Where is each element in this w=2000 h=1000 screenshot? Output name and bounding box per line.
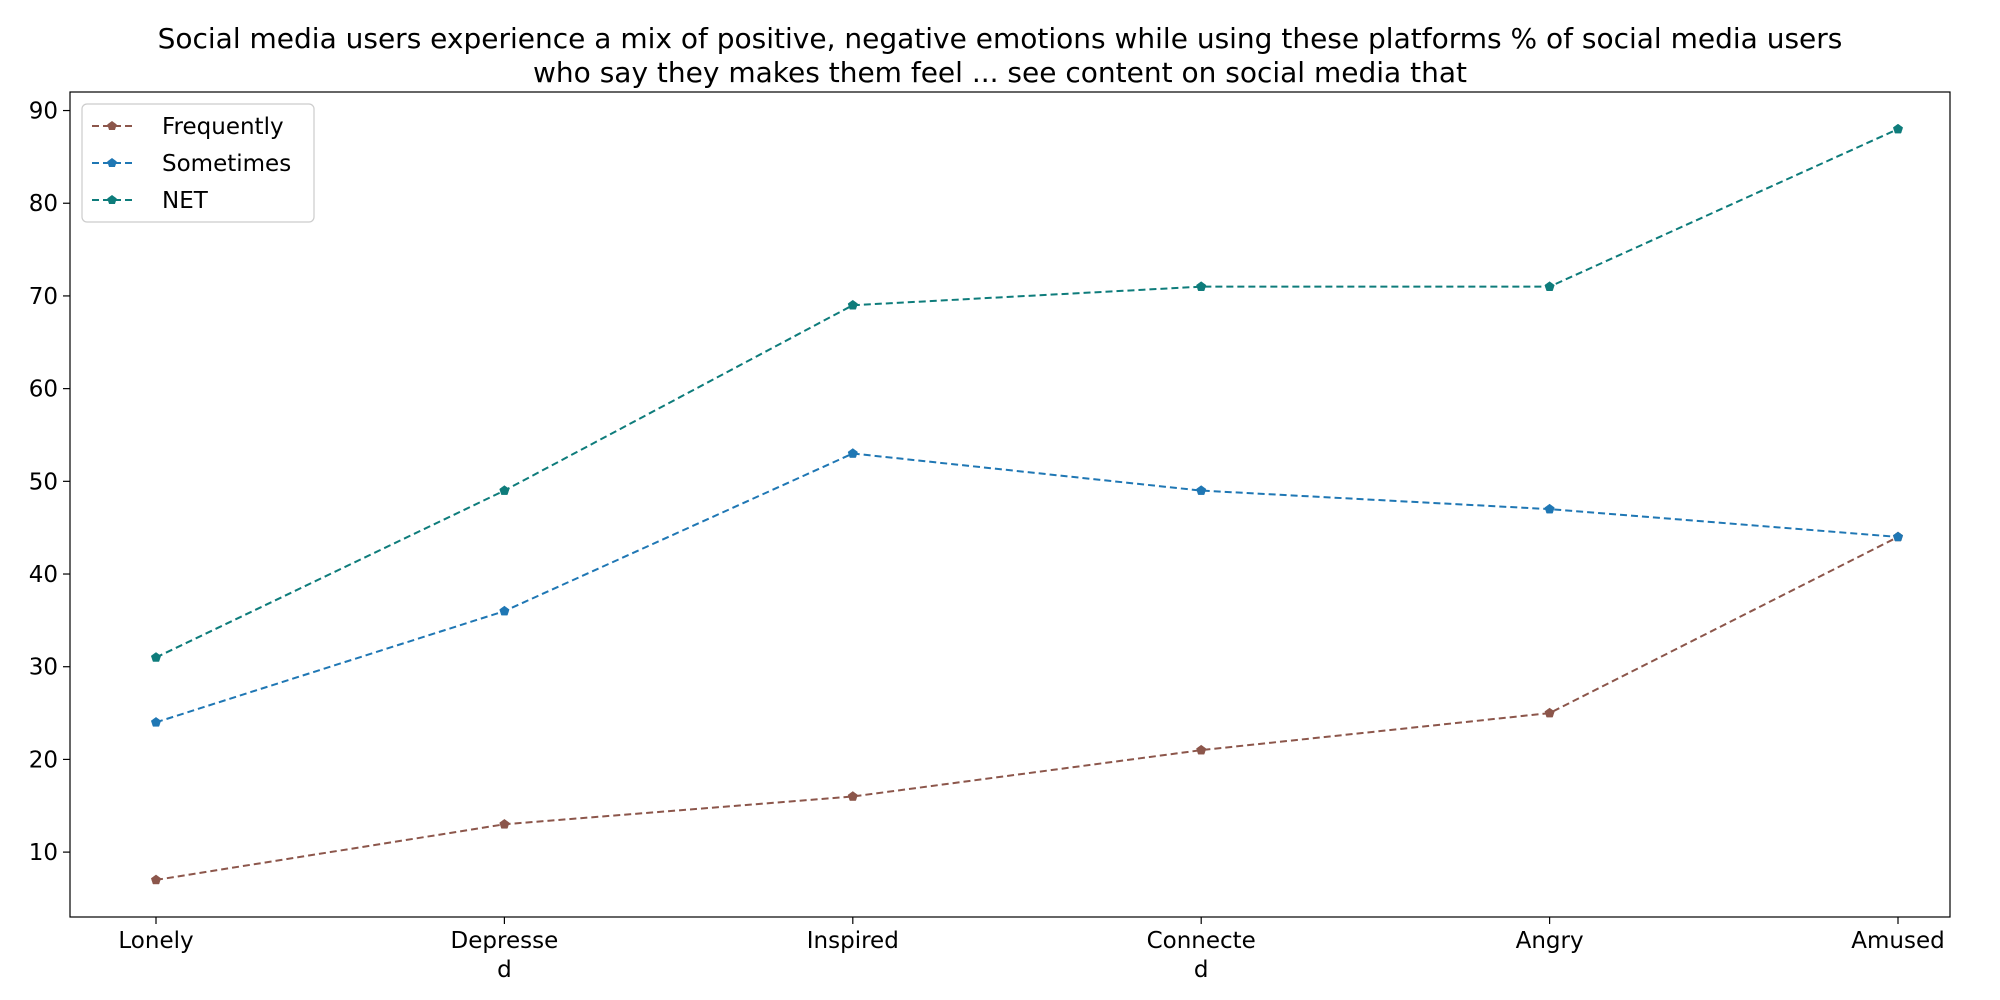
data-point [150, 874, 162, 885]
legend-label: Frequently [162, 114, 284, 140]
plot-area [69, 91, 1951, 918]
x-tick-label: Connecte [1147, 928, 1256, 954]
data-point [847, 791, 858, 801]
data-point [1544, 707, 1555, 718]
series-net [150, 123, 1904, 662]
y-tick-label: 10 [29, 840, 58, 866]
data-point [1892, 123, 1904, 134]
legend-item-net: NET [92, 188, 209, 214]
legend-box [81, 103, 315, 223]
series-sometimes [150, 448, 1904, 727]
y-tick-label: 80 [29, 191, 58, 217]
y-tick-label: 60 [29, 377, 58, 403]
legend-label: Sometimes [162, 151, 291, 177]
data-point [1544, 503, 1555, 514]
y-tick-label: 50 [29, 469, 58, 495]
x-tick-label: Lonely [118, 928, 193, 954]
data-point [1544, 281, 1555, 291]
legend-label: NET [162, 188, 209, 214]
chart-title-line: Social media users experience a mix of p… [158, 22, 1843, 55]
chart-title-line: who say they makes them feel ... see con… [533, 56, 1467, 89]
x-tick-label: Amused [1851, 928, 1944, 954]
data-point [499, 485, 510, 495]
data-point [150, 652, 162, 662]
y-tick-label: 70 [29, 284, 58, 310]
series-line [155, 536, 1899, 881]
legend-item-frequently: Frequently [92, 114, 284, 140]
data-point [847, 299, 858, 310]
data-point [499, 605, 510, 616]
chart-title: Social media users experience a mix of p… [158, 22, 1843, 89]
data-point [1892, 531, 1904, 542]
y-tick-label: 30 [29, 655, 58, 681]
series-lines [150, 123, 1904, 885]
data-point [1196, 744, 1207, 755]
legend: Frequently Sometimes NET [81, 103, 315, 223]
x-tick-label: d [497, 957, 512, 983]
legend-item-sometimes: Sometimes [92, 151, 291, 177]
legend-marker [107, 121, 117, 131]
plot-frame [69, 91, 1951, 918]
y-axis: 10 20 30 40 50 60 70 80 90 [29, 99, 70, 866]
data-point [1196, 485, 1207, 495]
y-tick-label: 40 [29, 562, 58, 588]
series-line [155, 128, 1899, 659]
data-point [1196, 281, 1207, 291]
legend-marker [107, 158, 117, 168]
series-frequently [150, 531, 1904, 885]
x-tick-label: d [1194, 957, 1209, 983]
x-axis: Lonely Depresse d Inspired Connecte d Angry Amu… [118, 917, 1945, 983]
series-line [155, 452, 1899, 724]
y-tick-label: 90 [29, 99, 58, 125]
x-tick-label: Inspired [807, 928, 899, 954]
legend-marker [107, 195, 117, 205]
x-tick-label: Angry [1516, 928, 1584, 954]
data-point [150, 717, 162, 727]
data-point [847, 448, 858, 458]
y-tick-label: 20 [29, 747, 58, 773]
data-point [499, 818, 510, 829]
x-tick-label: Depresse [451, 928, 559, 954]
